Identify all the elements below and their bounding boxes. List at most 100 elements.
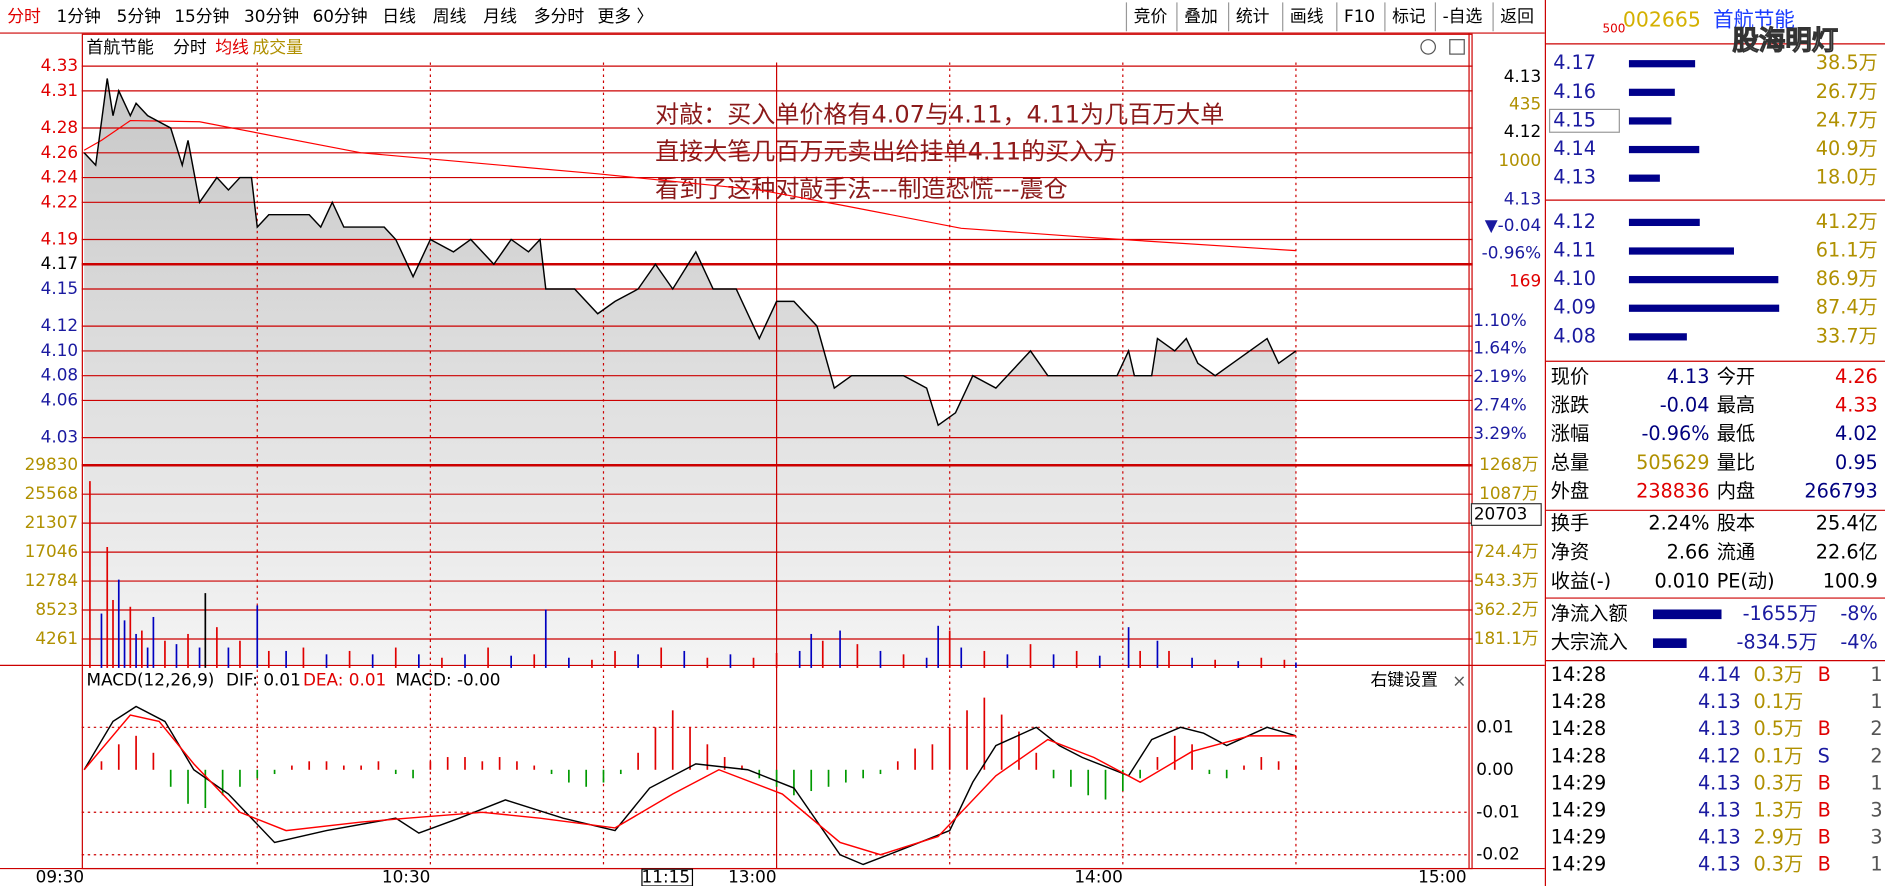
toolbar-button[interactable]: 统计 xyxy=(1236,6,1270,26)
book-bar xyxy=(1628,117,1672,125)
toolbar-button[interactable]: 叠加 xyxy=(1184,6,1218,26)
flow-value: -834.5万 xyxy=(1736,631,1817,654)
trade-volume: 0.3万 xyxy=(1753,663,1803,686)
trade-price: 4.13 xyxy=(1698,717,1741,740)
stat-label: 最低 xyxy=(1717,422,1755,445)
stat-value: 100.9 xyxy=(1823,569,1878,592)
stat-value: 505629 xyxy=(1636,451,1709,474)
book-volume: 61.1万 xyxy=(1816,239,1878,262)
amount-tick-label: 181.1万 xyxy=(1474,628,1539,648)
amount-tick-label: 362.2万 xyxy=(1474,599,1539,619)
trade-volume: 0.1万 xyxy=(1753,690,1803,713)
cursor-info: -0.96% xyxy=(1482,243,1542,263)
trade-volume: 0.3万 xyxy=(1753,771,1803,794)
cursor-info: 4.13 xyxy=(1504,189,1541,209)
trade-count: 3 xyxy=(1870,825,1882,848)
stat-label: 股本 xyxy=(1717,512,1755,535)
stat-label: 换手 xyxy=(1551,512,1589,535)
book-bar xyxy=(1628,145,1700,154)
layout-icon[interactable] xyxy=(1449,39,1465,55)
period-tab[interactable]: 日线 xyxy=(382,6,416,26)
x-tick-label: 10:30 xyxy=(382,867,431,886)
book-volume: 41.2万 xyxy=(1816,210,1878,233)
dea-legend: DEA: 0.01 xyxy=(303,669,386,689)
period-tab[interactable]: 月线 xyxy=(483,6,517,26)
book-volume: 26.7万 xyxy=(1816,80,1878,103)
volume-tick-label: 25568 xyxy=(25,483,79,503)
trade-time: 14:28 xyxy=(1551,690,1606,713)
volume-tick-label: 12784 xyxy=(25,570,79,590)
stat-label: 最高 xyxy=(1717,394,1755,417)
trade-side: B xyxy=(1818,798,1831,821)
trade-time: 14:29 xyxy=(1551,852,1606,875)
selected-price xyxy=(1548,108,1620,133)
trade-volume: 2.9万 xyxy=(1753,825,1803,848)
side-separators xyxy=(1545,43,1885,662)
volume-tick-label: 4261 xyxy=(35,628,78,648)
cursor-info: 169 xyxy=(1509,270,1541,290)
trade-price: 4.12 xyxy=(1698,744,1741,767)
price-area xyxy=(84,78,1296,665)
flow-label: 净流入额 xyxy=(1551,602,1628,625)
avg-legend[interactable]: 均线 xyxy=(215,37,249,57)
trade-side: B xyxy=(1818,825,1831,848)
period-tab[interactable]: 1分钟 xyxy=(57,6,101,26)
book-price: 4.11 xyxy=(1553,239,1596,262)
trade-price: 4.13 xyxy=(1698,690,1741,713)
toolbar-button[interactable]: 返回 xyxy=(1500,6,1534,26)
y-tick-label: 4.12 xyxy=(41,315,78,335)
stat-label: 涨跌 xyxy=(1551,394,1589,417)
book-bar xyxy=(1628,88,1675,96)
trade-time: 14:28 xyxy=(1551,663,1606,686)
cursor-info: 4.12 xyxy=(1504,121,1541,141)
trade-side: B xyxy=(1818,663,1831,686)
dea-line xyxy=(83,714,1296,856)
stat-label: PE(动) xyxy=(1717,569,1775,592)
flow-bar xyxy=(1652,609,1722,620)
stat-value: 22.6亿 xyxy=(1816,540,1878,563)
x-tick-label: 13:00 xyxy=(728,867,777,886)
book-volume: 87.4万 xyxy=(1816,296,1878,319)
y-tick-label: 4.19 xyxy=(41,228,78,248)
volume-legend[interactable]: 成交量 xyxy=(252,37,303,57)
period-tab[interactable]: 分时 xyxy=(7,6,41,26)
cursor-info: 4.13 xyxy=(1504,66,1541,86)
close[interactable]: × xyxy=(1452,671,1466,691)
stat-label: 收益(-) xyxy=(1551,569,1611,592)
toolbar-button[interactable]: -自选 xyxy=(1443,6,1483,26)
trade-volume: 1.3万 xyxy=(1753,798,1803,821)
trade-volume: 0.5万 xyxy=(1753,717,1803,740)
trade-count: 1 xyxy=(1870,690,1882,713)
watermark: 股海明灯 xyxy=(1732,26,1838,57)
book-bar xyxy=(1628,174,1660,182)
period-tab[interactable]: 30分钟 xyxy=(244,6,299,26)
stat-label: 总量 xyxy=(1551,451,1589,474)
book-price: 4.09 xyxy=(1553,296,1596,319)
toolbar-button[interactable]: 标记 xyxy=(1392,6,1426,26)
stat-value: 4.33 xyxy=(1835,394,1878,417)
y-tick-label: 4.17 xyxy=(41,253,78,273)
y-tick-label: 4.06 xyxy=(41,389,78,409)
period-tab[interactable]: 周线 xyxy=(433,6,467,26)
settings[interactable]: 右键设置 xyxy=(1370,669,1437,689)
annotation-line: 对敲：买入单价格有4.07与4.11，4.11为几百万大单 xyxy=(655,100,1224,128)
period-tab[interactable]: 15分钟 xyxy=(174,6,229,26)
period-tab[interactable]: 更多 〉 xyxy=(597,6,653,26)
x-tick-label: 15:00 xyxy=(1418,867,1467,886)
flow-bar xyxy=(1652,638,1687,648)
volume-tick-label: 8523 xyxy=(35,599,78,619)
trade-price: 4.13 xyxy=(1698,852,1741,875)
period-tab[interactable]: 60分钟 xyxy=(313,6,368,26)
toolbar-button[interactable]: 竞价 xyxy=(1134,6,1168,26)
period-tab[interactable]: 5分钟 xyxy=(117,6,161,26)
zoom-icon[interactable] xyxy=(1420,39,1436,55)
toolbar-button[interactable]: 画线 xyxy=(1290,6,1324,26)
dif-legend: DIF: 0.01 xyxy=(226,669,301,689)
annotation: 对敲：买入单价格有4.07与4.11，4.11为几百万大单 直接大笔几百万元卖出… xyxy=(655,100,1224,203)
volume-tick-label: 17046 xyxy=(25,541,79,561)
amount-tick-label: 543.3万 xyxy=(1474,570,1539,590)
trade-count: 1 xyxy=(1870,663,1882,686)
period-tab[interactable]: 多分时 xyxy=(534,6,585,26)
toolbar-button[interactable]: F10 xyxy=(1344,6,1375,26)
annotation-line: 直接大笔几百万元卖出给挂单4.11的买入方 xyxy=(655,138,1117,166)
